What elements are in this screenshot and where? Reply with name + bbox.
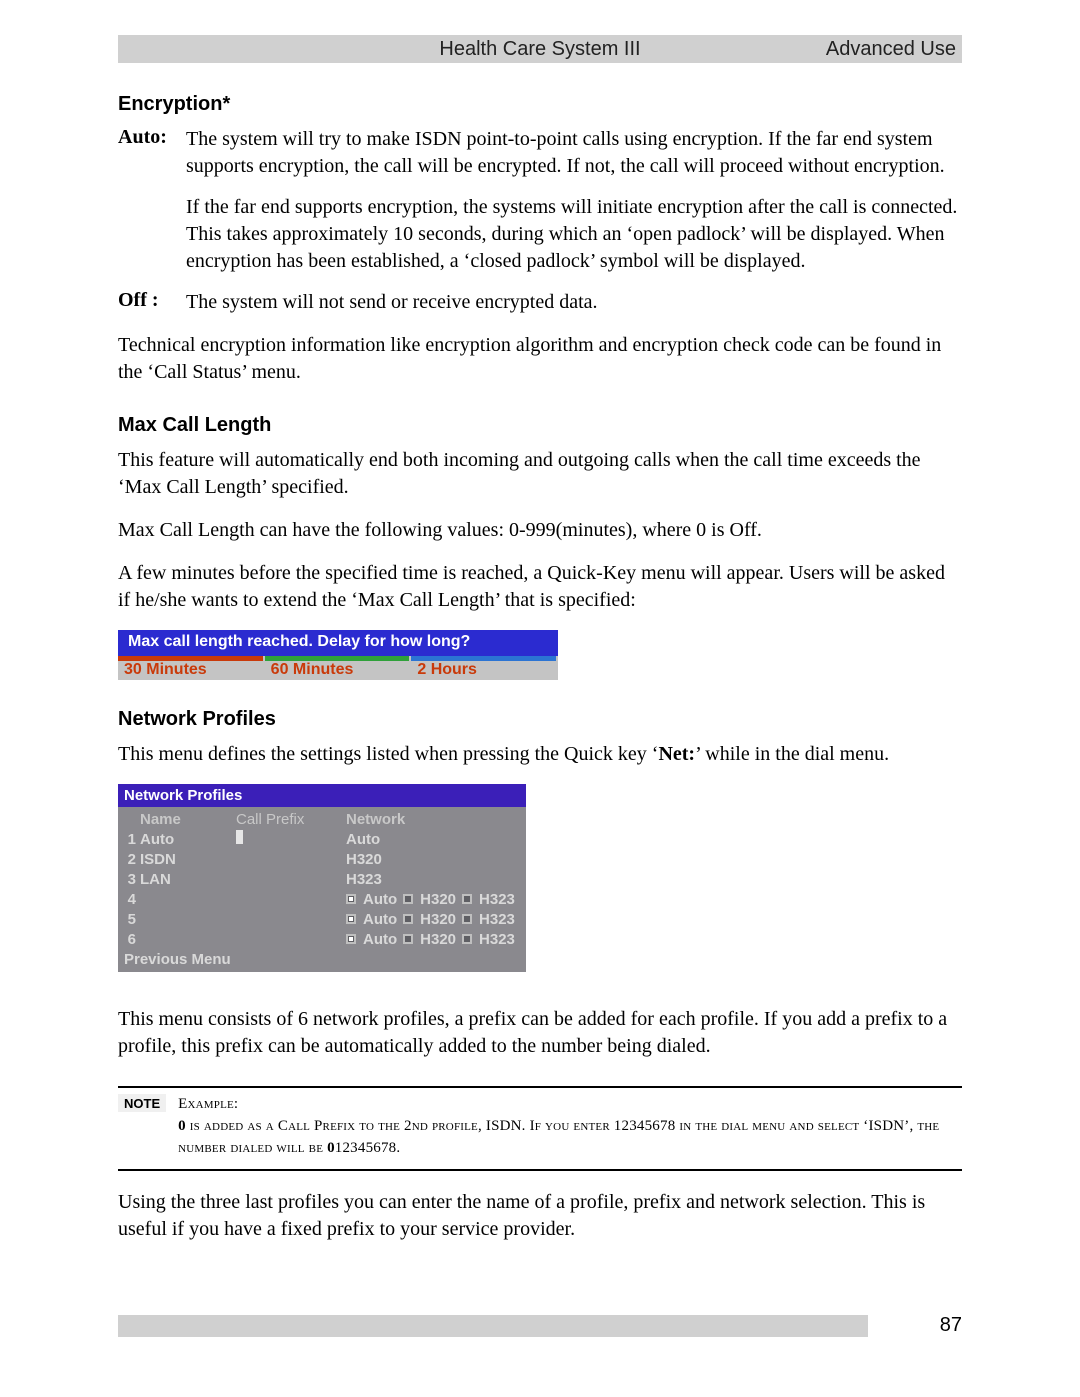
np-row-network: Auto H320 H323 [346, 891, 526, 908]
heading-encryption: Encryption* [118, 93, 962, 116]
encryption-auto: Auto: The system will try to make ISDN p… [118, 126, 962, 275]
radio-icon[interactable] [403, 934, 413, 944]
netprof-intro: This menu defines the settings listed wh… [118, 741, 962, 768]
np-choice-label: H320 [420, 931, 456, 948]
encryption-tech: Technical encryption information like en… [118, 332, 962, 386]
text-cursor-icon [236, 830, 243, 844]
np-row[interactable]: 2ISDN H320 [118, 849, 526, 869]
np-row-network: H323 [346, 871, 526, 888]
netprof-after: This menu consists of 6 network profiles… [118, 1006, 962, 1060]
np-row[interactable]: 1AutoAuto [118, 829, 526, 849]
quickkey-opt-2hours[interactable]: 2 Hours [411, 656, 558, 680]
note-body: Example: 0 is added as a Call Prefix to … [178, 1094, 962, 1159]
netprof-intro-b: ’ while in the dial menu. [695, 743, 889, 765]
encryption-auto-p1: The system will try to make ISDN point-t… [186, 126, 962, 180]
np-network-value: H323 [346, 871, 382, 888]
np-head-prefix: Call Prefix [236, 811, 346, 828]
np-network-value: Auto [346, 831, 380, 848]
quickkey-opt-30min[interactable]: 30 Minutes [118, 656, 265, 680]
np-row-index: 2 [118, 851, 140, 868]
quickkey-opt-label: 2 Hours [417, 661, 477, 679]
np-row-index: 5 [118, 911, 140, 928]
np-row-network: Auto H320 H323 [346, 931, 526, 948]
np-choice-label: H323 [479, 931, 515, 948]
note-tag: NOTE [118, 1094, 166, 1112]
footer-bar [118, 1315, 868, 1337]
maxcall-p3: A few minutes before the specified time … [118, 560, 962, 614]
maxcall-p2: Max Call Length can have the following v… [118, 517, 962, 544]
radio-icon[interactable] [346, 894, 356, 904]
np-row-index: 4 [118, 891, 140, 908]
quickkey-opt-label: 60 Minutes [271, 661, 354, 679]
np-choice-label: H323 [479, 911, 515, 928]
label-auto: Auto: [118, 126, 186, 275]
quickkey-options: 30 Minutes 60 Minutes 2 Hours [118, 656, 558, 680]
np-head-network: Network [346, 811, 405, 828]
np-row-index: 3 [118, 871, 140, 888]
np-row[interactable]: 3LAN H323 [118, 869, 526, 889]
netprof-intro-a: This menu defines the settings listed wh… [118, 743, 658, 765]
heading-netprof: Network Profiles [118, 708, 962, 731]
np-row-network: Auto [346, 831, 526, 848]
maxcall-p1: This feature will automatically end both… [118, 447, 962, 501]
quickkey-opt-label: 30 Minutes [124, 661, 207, 679]
note-text-d: 12345678. [335, 1140, 401, 1156]
quickkey-menu: Max call length reached. Delay for how l… [118, 630, 558, 680]
np-choice-label: Auto [363, 891, 397, 908]
np-previous-menu[interactable]: Previous Menu [118, 949, 526, 968]
np-row-name: LAN [140, 871, 236, 888]
header-section: Advanced Use [826, 38, 962, 61]
note-block: NOTE Example: 0 is added as a Call Prefi… [118, 1086, 962, 1171]
np-choice-label: H323 [479, 891, 515, 908]
page-header-bar: Health Care System III Advanced Use [118, 35, 962, 63]
np-row-network: H320 [346, 851, 526, 868]
page: Health Care System III Advanced Use Encr… [0, 0, 1080, 1243]
radio-icon[interactable] [462, 914, 472, 924]
np-choice-label: Auto [363, 931, 397, 948]
np-header-row: Name Call Prefix Network [118, 809, 526, 829]
heading-maxcall: Max Call Length [118, 414, 962, 437]
np-body: Name Call Prefix Network 1AutoAuto2ISDNH… [118, 807, 526, 972]
encryption-auto-body: The system will try to make ISDN point-t… [186, 126, 962, 275]
note-bold-c: 0 [327, 1140, 335, 1156]
netprof-intro-bold: Net: [658, 743, 695, 765]
np-row-name: Auto [140, 831, 236, 848]
np-choice-label: H320 [420, 911, 456, 928]
np-row[interactable]: 4 Auto H320 H323 [118, 889, 526, 909]
quickkey-title: Max call length reached. Delay for how l… [118, 630, 558, 656]
encryption-off-body: The system will not send or receive encr… [186, 289, 962, 316]
radio-icon[interactable] [462, 894, 472, 904]
encryption-auto-p2: If the far end supports encryption, the … [186, 194, 962, 275]
np-row-index: 6 [118, 931, 140, 948]
netprof-last: Using the three last profiles you can en… [118, 1189, 962, 1243]
radio-icon[interactable] [403, 914, 413, 924]
encryption-off: Off : The system will not send or receiv… [118, 289, 962, 316]
quickkey-opt-60min[interactable]: 60 Minutes [265, 656, 412, 680]
np-choice-label: H320 [420, 891, 456, 908]
note-example-label: Example: [178, 1096, 238, 1112]
network-profiles-panel: Network Profiles Name Call Prefix Networ… [118, 784, 526, 972]
note-text-b: is added as a Call Prefix to the 2nd pro… [178, 1118, 939, 1156]
np-row-prefix[interactable] [236, 830, 346, 848]
np-network-value: H320 [346, 851, 382, 868]
np-row[interactable]: 5 Auto H320 H323 [118, 909, 526, 929]
np-row-name: ISDN [140, 851, 236, 868]
np-row-network: Auto H320 H323 [346, 911, 526, 928]
np-head-name: Name [140, 811, 236, 828]
header-title: Health Care System III [439, 38, 640, 61]
np-row-index: 1 [118, 831, 140, 848]
radio-icon[interactable] [346, 934, 356, 944]
note-bold-a: 0 [178, 1118, 186, 1134]
radio-icon[interactable] [462, 934, 472, 944]
page-number: 87 [940, 1314, 962, 1337]
np-choice-label: Auto [363, 911, 397, 928]
np-title: Network Profiles [118, 784, 526, 807]
radio-icon[interactable] [346, 914, 356, 924]
np-row[interactable]: 6 Auto H320 H323 [118, 929, 526, 949]
radio-icon[interactable] [403, 894, 413, 904]
label-off: Off : [118, 289, 186, 316]
